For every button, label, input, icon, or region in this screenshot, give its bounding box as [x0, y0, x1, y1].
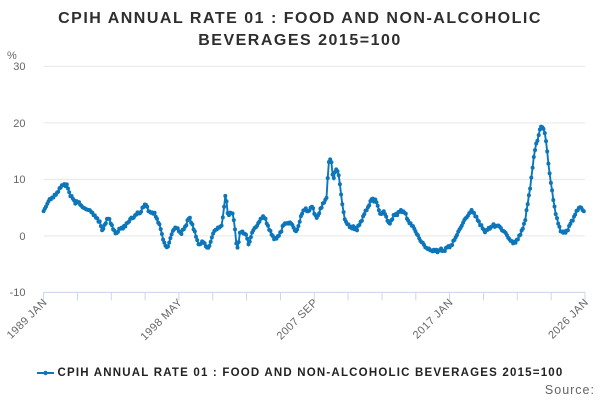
svg-text:2017 JAN: 2017 JAN [411, 297, 456, 342]
svg-text:0: 0 [19, 231, 25, 243]
svg-text:-10: -10 [10, 287, 26, 299]
svg-text:2007 SEP: 2007 SEP [275, 297, 321, 343]
svg-text:2026 JAN: 2026 JAN [546, 297, 591, 342]
svg-text:1989 JAN: 1989 JAN [5, 297, 50, 342]
svg-text:10: 10 [13, 174, 25, 186]
svg-text:1998 MAY: 1998 MAY [139, 296, 186, 343]
svg-text:30: 30 [13, 61, 25, 73]
svg-text:20: 20 [13, 118, 25, 130]
